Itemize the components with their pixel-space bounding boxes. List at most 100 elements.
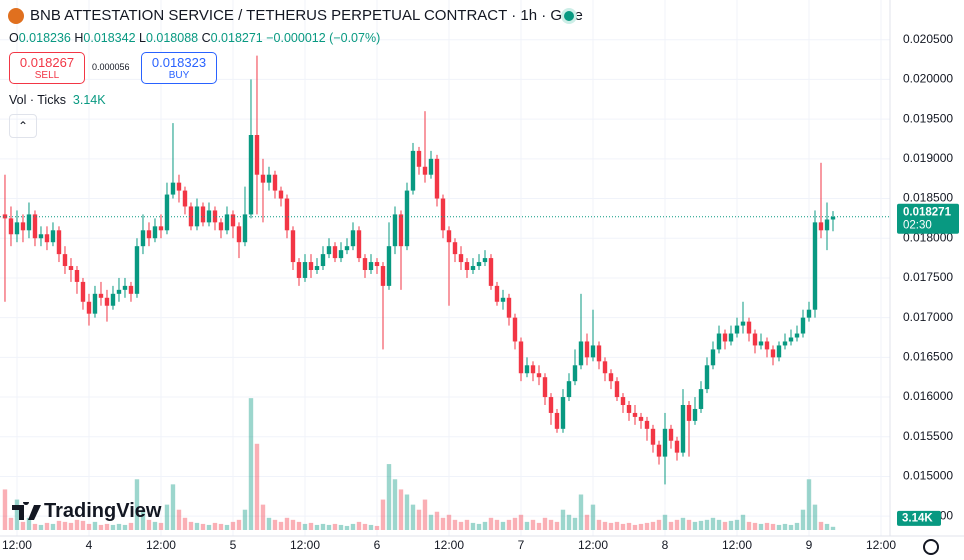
volume-bar (8, 517, 14, 530)
candle-body (500, 297, 506, 302)
candle-body (620, 397, 626, 405)
volume-bar (398, 489, 404, 530)
candle-body (512, 317, 518, 342)
x-tick-label: 9 (806, 538, 813, 552)
volume-bar (422, 499, 428, 530)
sell-button[interactable]: 0.018267 SELL (9, 52, 85, 84)
volume-bar (620, 523, 626, 530)
candle-body (650, 428, 656, 445)
candle-body (470, 266, 476, 270)
volume-bar (806, 479, 812, 530)
volume-bar (770, 523, 776, 530)
volume-bar (704, 519, 710, 530)
x-tick-label: 8 (662, 538, 669, 552)
candle-body (764, 341, 770, 350)
volume-bar (578, 494, 584, 530)
volume-bar (434, 511, 440, 530)
candle-body (560, 397, 566, 429)
candle-body (404, 190, 410, 247)
candle-body (254, 135, 260, 175)
volume-bar (416, 509, 422, 530)
volume-bar (176, 509, 182, 530)
buy-button[interactable]: 0.018323 BUY (141, 52, 217, 84)
candle-body (230, 214, 236, 227)
y-tick-label: 0.016500 (903, 350, 953, 364)
volume-bar (254, 443, 260, 530)
candle-body (518, 341, 524, 374)
candle-body (614, 381, 620, 398)
volume-bar (812, 504, 818, 530)
volume-bar (428, 514, 434, 530)
volume-bar (830, 526, 836, 530)
candle-body (716, 333, 722, 350)
volume-bar (686, 519, 692, 530)
collapse-button[interactable]: ⌃ (9, 114, 37, 138)
x-tick-label: 5 (230, 538, 237, 552)
volume-bar (308, 522, 314, 530)
volume-bar (32, 523, 38, 530)
volume-bar (758, 523, 764, 530)
candle-body (710, 349, 716, 366)
volume-legend: Vol · Ticks 3.14K (9, 93, 106, 107)
volume-bar (458, 521, 464, 530)
candle-body (326, 246, 332, 255)
volume-bar (602, 521, 608, 530)
volume-bar (296, 521, 302, 530)
buy-price: 0.018323 (151, 55, 207, 70)
volume-bar (776, 524, 782, 530)
candle-body (158, 226, 164, 231)
candle-body (56, 230, 62, 255)
candle-body (290, 230, 296, 263)
x-tick-label: 6 (374, 538, 381, 552)
candle-body (170, 182, 176, 195)
volume-bar (482, 521, 488, 530)
volume-bar (518, 514, 524, 530)
candle-body (668, 428, 674, 441)
candle-body (212, 210, 218, 223)
candle-body (38, 234, 44, 239)
volume-bar (92, 521, 98, 530)
x-tick-label: 12:00 (578, 538, 608, 552)
candle-body (50, 230, 56, 243)
candle-body (398, 214, 404, 247)
candle-body (8, 218, 14, 235)
candle-body (296, 262, 302, 278)
candle-body (344, 246, 350, 251)
volume-bar (734, 519, 740, 530)
volume-bar (608, 522, 614, 530)
candle-body (266, 174, 272, 183)
volume-bar (62, 521, 68, 530)
candle-body (542, 377, 548, 398)
candle-body (644, 420, 650, 429)
candle-body (248, 135, 254, 215)
symbol-logo (8, 8, 24, 24)
candle-body (596, 345, 602, 362)
volume-bar (656, 519, 662, 530)
volume-bar (554, 521, 560, 530)
settings-icon[interactable] (923, 539, 939, 555)
readout-key: H (74, 31, 84, 45)
readout-value: 0.018236 (18, 31, 71, 45)
buy-label: BUY (168, 70, 190, 81)
candle-body (524, 365, 530, 374)
candle-body (272, 174, 278, 191)
candle-body (458, 254, 464, 263)
volume-bar (506, 519, 512, 530)
volume-bar (464, 519, 470, 530)
candle-body (194, 206, 200, 227)
volume-bar (698, 520, 704, 530)
candle-body (74, 270, 80, 282)
volume-bar (470, 522, 476, 530)
candle-body (308, 262, 314, 270)
y-tick-label: 0.015000 (903, 469, 953, 483)
y-tick-label: 0.016000 (903, 389, 953, 403)
candle-body (818, 222, 824, 231)
candle-body (602, 361, 608, 374)
candle-body (770, 349, 776, 358)
volume-bar (680, 517, 686, 530)
volume-bar (788, 524, 794, 530)
candle-body (812, 222, 818, 310)
x-tick-label: 12:00 (2, 538, 32, 552)
candle-body (638, 416, 644, 421)
